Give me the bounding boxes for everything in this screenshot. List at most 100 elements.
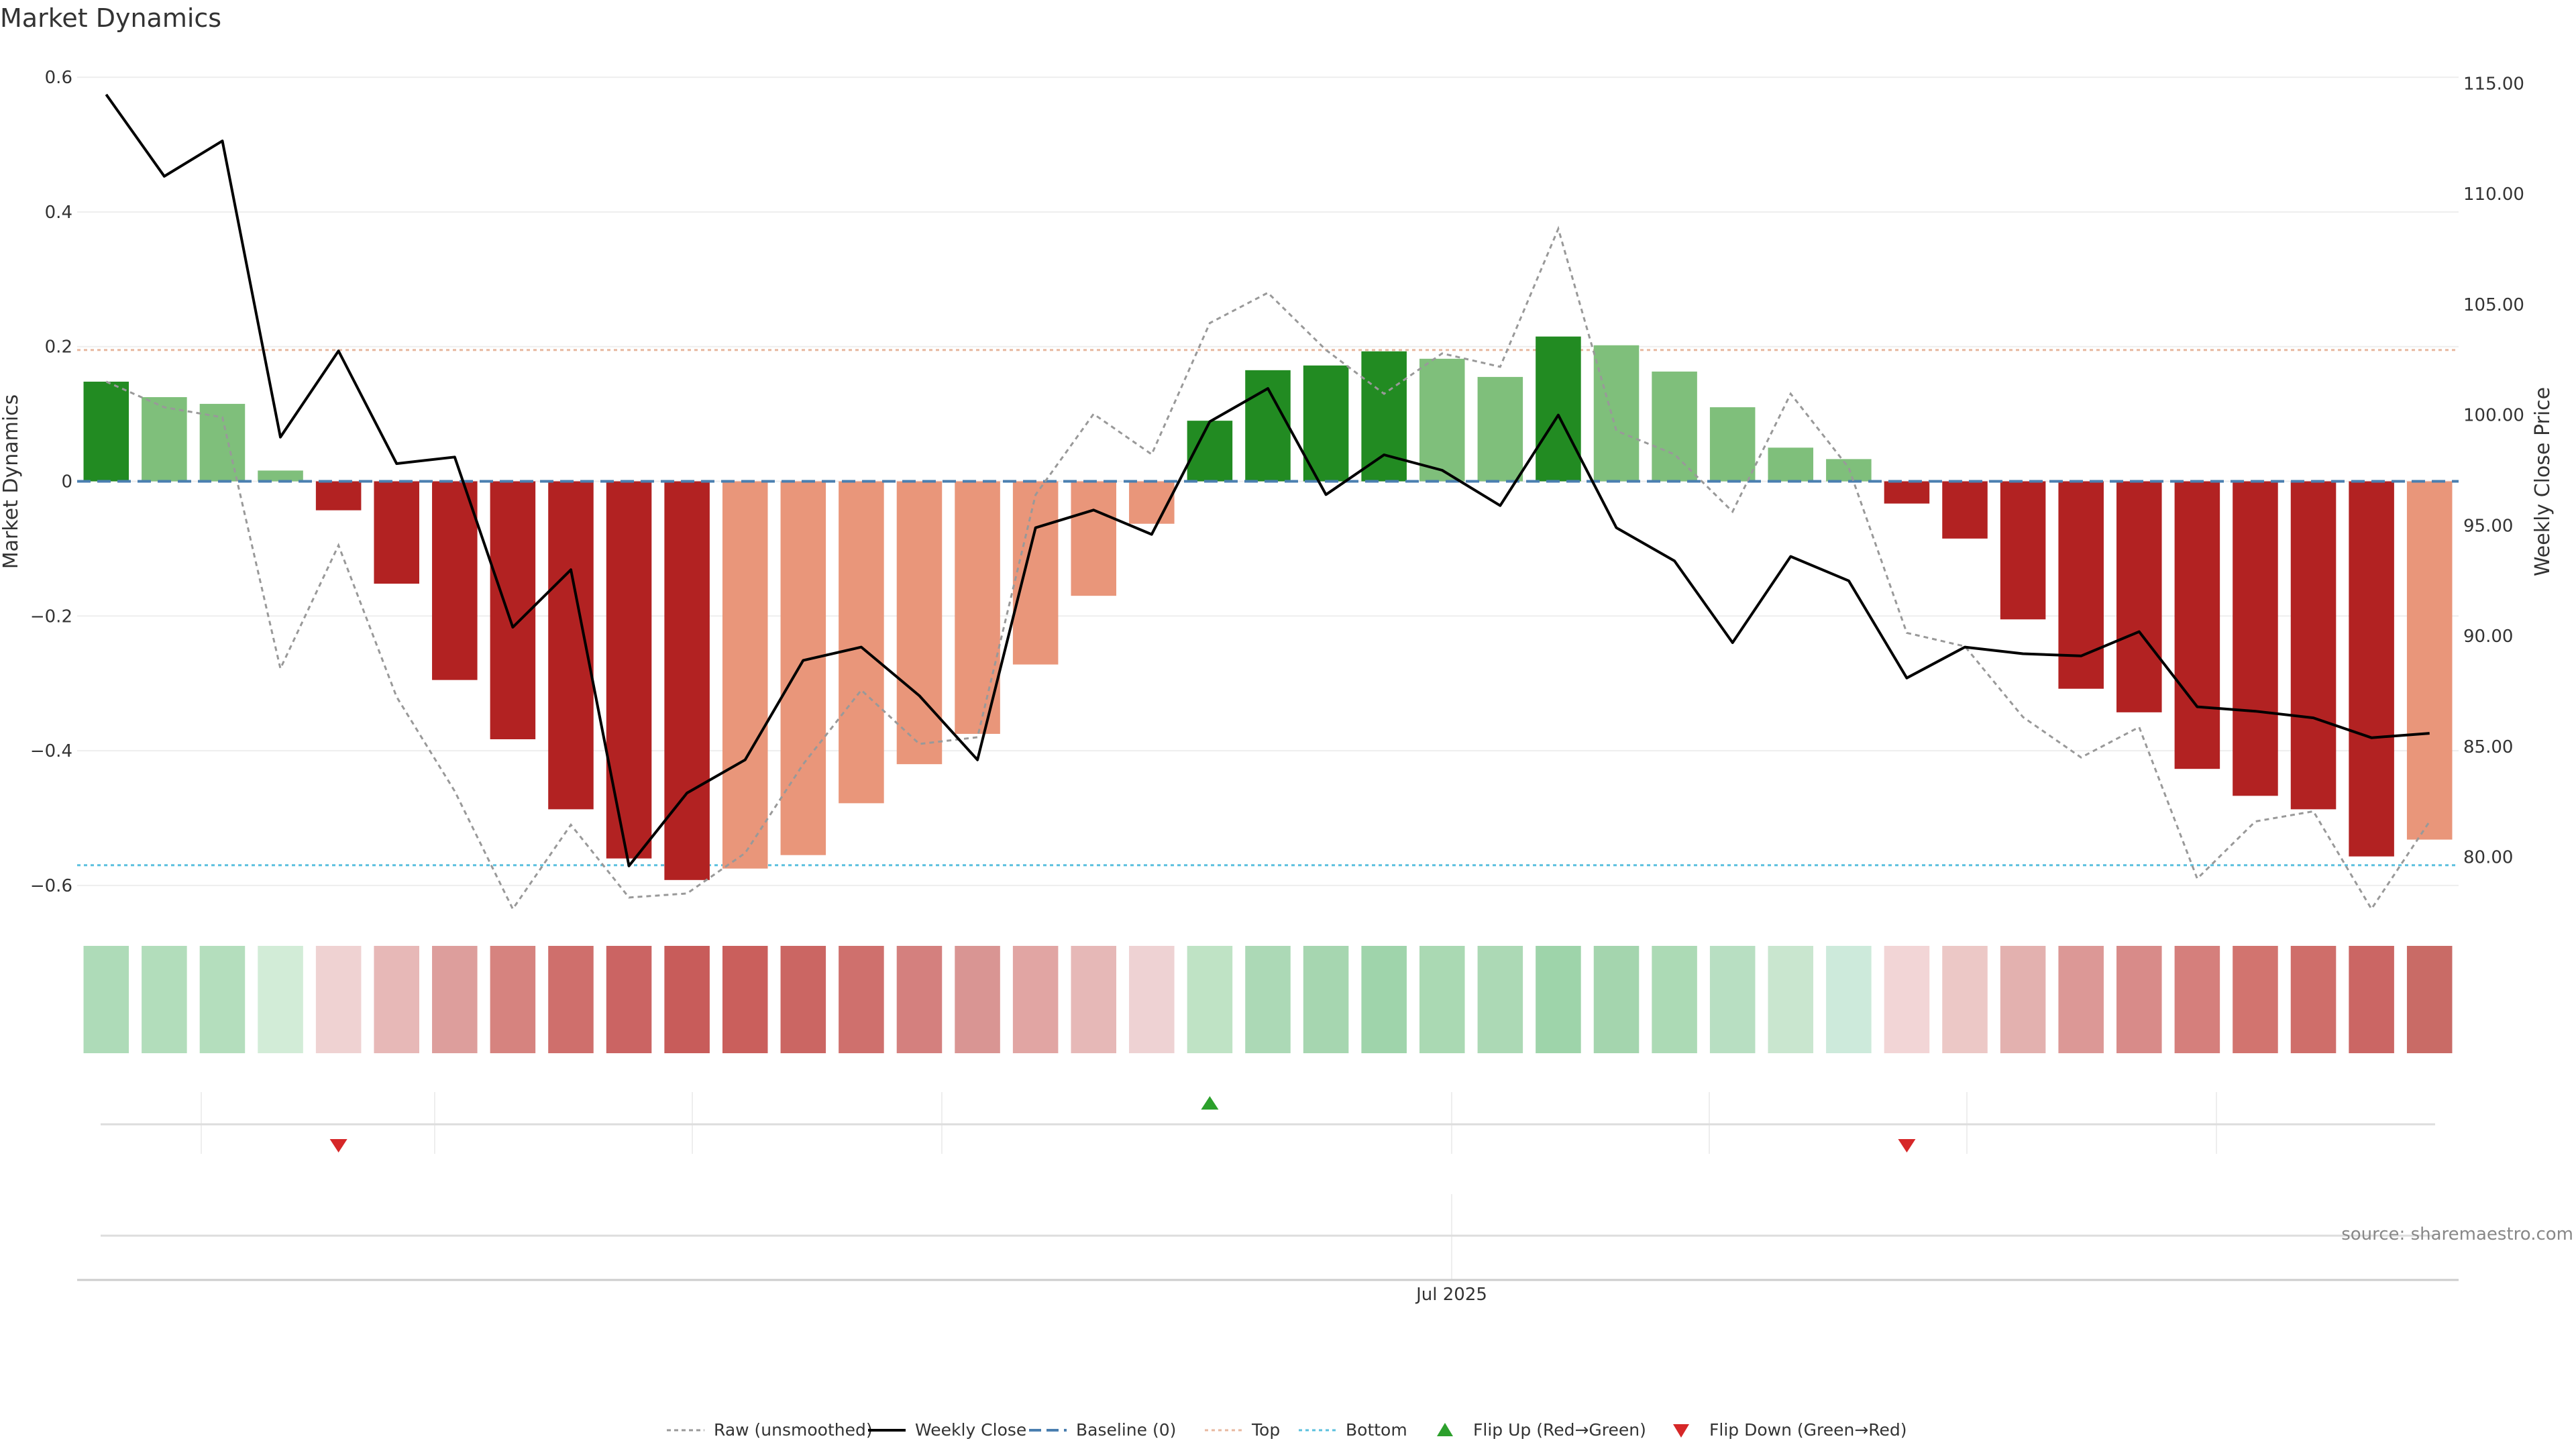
flip-events-panel [101, 1092, 2435, 1154]
strip-cell [1187, 946, 1233, 1053]
weekly-close-line [105, 93, 2430, 867]
bar-series [83, 336, 2453, 880]
bar [1419, 358, 1465, 482]
strip-cell [1709, 946, 1756, 1053]
strip-cell [1593, 946, 1640, 1053]
bar [490, 481, 536, 739]
left-tick-label: 0.2 [45, 337, 72, 358]
left-tick-label: −0.4 [30, 741, 72, 761]
right-tick-label: 110.00 [2463, 184, 2524, 205]
strip-cell [955, 946, 1000, 1053]
strip-cell [1477, 946, 1523, 1053]
strip-cell [2406, 946, 2453, 1053]
weekly-close-layer [105, 93, 2430, 867]
strip-cell [2058, 946, 2104, 1053]
left-tick-label: −0.2 [30, 606, 72, 627]
right-tick-label: 80.00 [2463, 848, 2513, 868]
bar [1884, 481, 1930, 504]
bar [1071, 481, 1117, 596]
legend-label: Weekly Close [915, 1420, 1026, 1440]
bar [1477, 376, 1523, 482]
bar [83, 381, 129, 482]
flip-down-marker [329, 1139, 347, 1152]
legend: Raw (unsmoothed) Weekly Close Baseline (0)… [667, 1420, 1907, 1440]
bar [258, 470, 303, 482]
strip-cell [1361, 946, 1407, 1053]
bar [1245, 370, 1291, 482]
strip-cell [374, 946, 419, 1053]
legend-flip-up-swatch [1437, 1423, 1453, 1436]
right-tick-label: 115.00 [2463, 74, 2524, 94]
strip-cell [2233, 946, 2278, 1053]
raw-series-line [105, 225, 2430, 911]
source-note: source: sharemaestro.com [2341, 1224, 2573, 1244]
strip-cell [1652, 946, 1697, 1053]
right-axis-ticks: 115.00 110.00 105.00 100.00 95.00 90.00 85.00 8… [2463, 74, 2524, 867]
strip-cell [1536, 946, 1581, 1053]
right-tick-label: 90.00 [2463, 627, 2513, 647]
strip-cell [1419, 946, 1465, 1053]
strip-cell [2290, 946, 2337, 1053]
bar [2116, 481, 2162, 712]
strip-cell [2000, 946, 2046, 1053]
strip-cell [1071, 946, 1117, 1053]
bar [1768, 447, 1814, 482]
bar [1536, 336, 1581, 482]
bar [664, 481, 710, 880]
strip-cell [199, 946, 246, 1053]
strip-cell [896, 946, 943, 1053]
legend-label: Flip Up (Red→Green) [1473, 1420, 1646, 1440]
left-axis-ticks: 0.6 0.4 0.2 0 −0.2 −0.4 −0.6 [30, 68, 72, 896]
legend-label: Top [1251, 1420, 1280, 1440]
right-tick-label: 95.00 [2463, 516, 2513, 536]
strip-cell [2349, 946, 2394, 1053]
bar [1709, 407, 1756, 482]
strip-cell [722, 946, 768, 1053]
strip-cell [142, 946, 187, 1053]
legend-flip-down-swatch [1673, 1424, 1689, 1438]
strip-cell [83, 946, 129, 1053]
strip-cell [548, 946, 594, 1053]
strip-cell [664, 946, 710, 1053]
bar [955, 481, 1000, 734]
flip-down-marker [1898, 1139, 1916, 1152]
strip-cell [315, 946, 362, 1053]
bar [1942, 481, 1988, 539]
left-tick-label: 0.6 [45, 68, 72, 88]
strip-cell [1303, 946, 1349, 1053]
bar [839, 481, 884, 804]
flip-up-marker [1201, 1096, 1219, 1110]
left-axis-label: Market Dynamics [0, 394, 23, 570]
strip-cell [432, 946, 478, 1053]
bar [1303, 365, 1349, 482]
bar [2406, 481, 2453, 840]
raw-series-layer [105, 225, 2430, 911]
bar [1012, 481, 1059, 665]
bar [2174, 481, 2220, 769]
strip-cell [606, 946, 652, 1053]
strip-cell [1129, 946, 1175, 1053]
bar [2000, 481, 2046, 620]
left-tick-label: −0.6 [30, 876, 72, 896]
strip-cell [839, 946, 884, 1053]
bar [432, 481, 478, 680]
bar [896, 481, 943, 765]
bar [315, 481, 362, 511]
right-tick-label: 100.00 [2463, 406, 2524, 426]
strip-cell [1942, 946, 1988, 1053]
left-tick-label: 0.4 [45, 203, 72, 223]
strip-cell [1884, 946, 1930, 1053]
bar [374, 481, 419, 584]
bar [1361, 351, 1407, 482]
bar [2290, 481, 2337, 810]
reference-lines [77, 349, 2459, 867]
bar [2058, 481, 2104, 689]
strip-cell [1826, 946, 1872, 1053]
left-tick-label: 0 [61, 472, 72, 492]
strip-cell [1012, 946, 1059, 1053]
strip-cell [2174, 946, 2220, 1053]
legend-label: Baseline (0) [1076, 1420, 1176, 1440]
strip-cell [2116, 946, 2162, 1053]
legend-label: Raw (unsmoothed) [714, 1420, 873, 1440]
